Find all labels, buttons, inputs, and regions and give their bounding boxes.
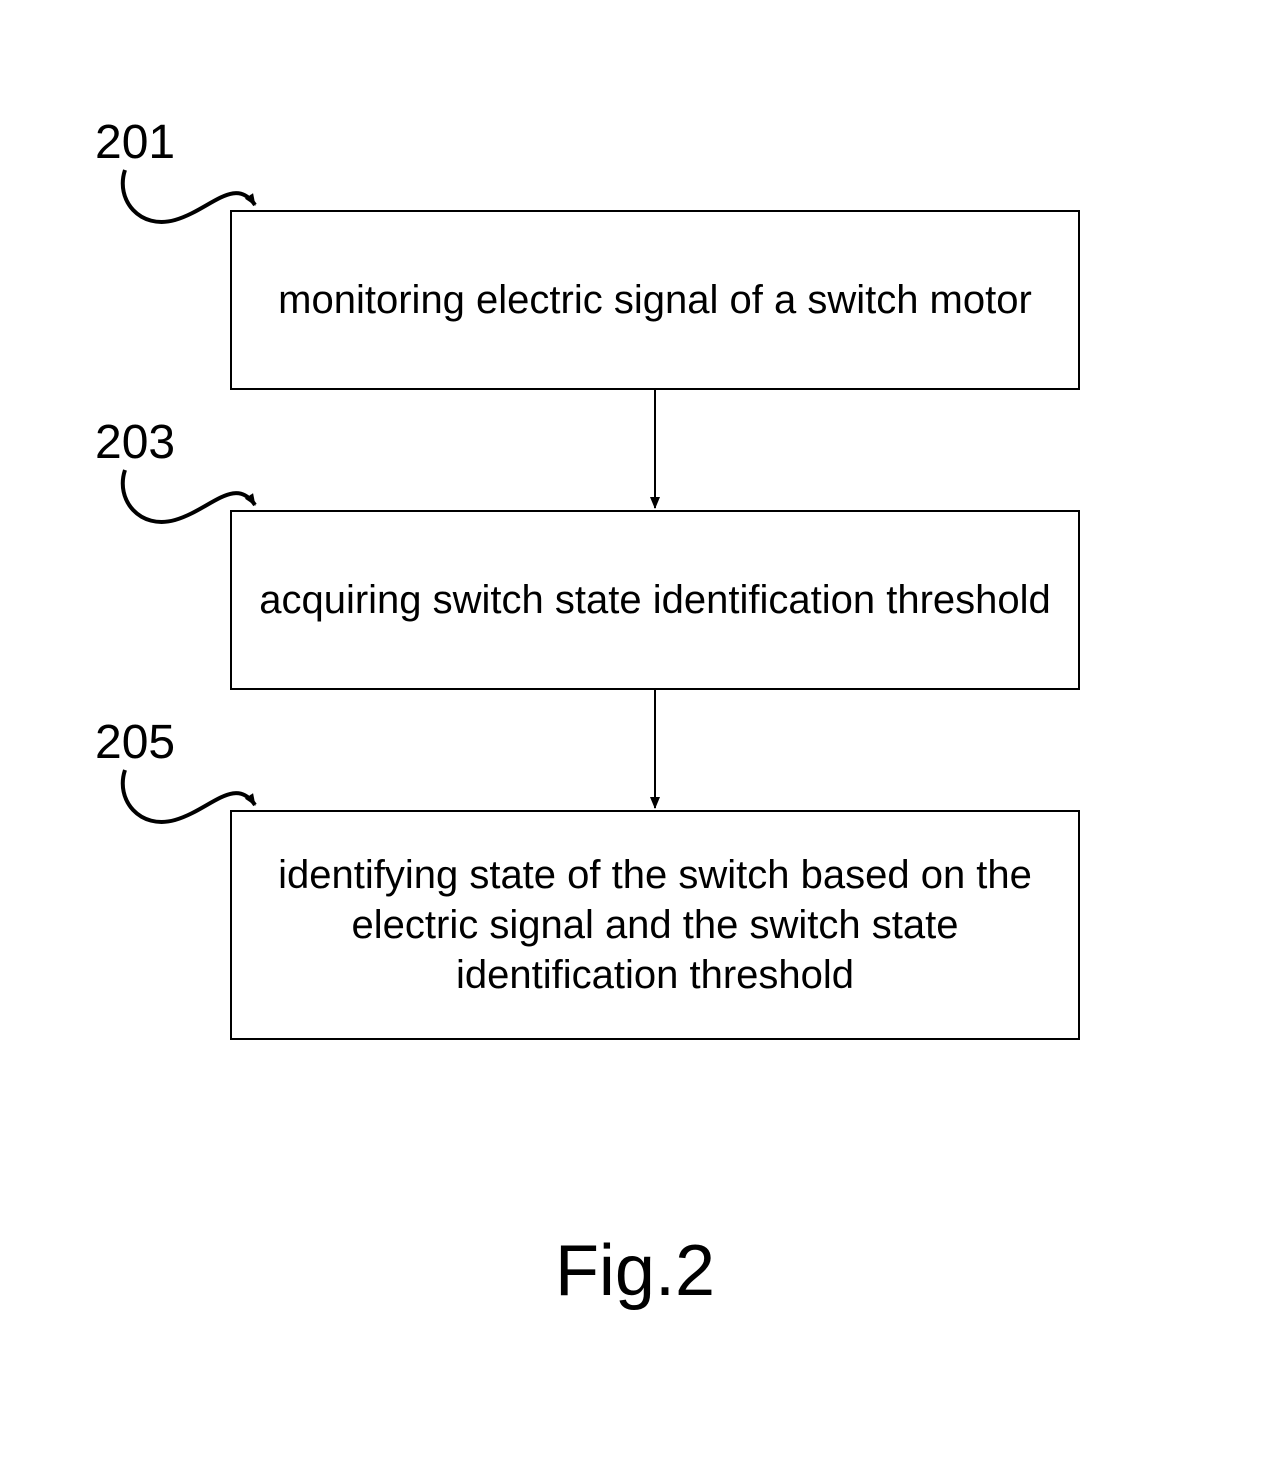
step-label-201: 201 [95,115,175,170]
flow-box-3: identifying state of the switch based on… [230,810,1080,1040]
figure-caption: Fig.2 [0,1230,1270,1312]
figure-caption-text: Fig.2 [555,1231,715,1311]
step-number-text: 201 [95,116,175,169]
step-number-text: 203 [95,416,175,469]
step-number-text: 205 [95,716,175,769]
flowchart-canvas: 201 203 205 monitoring electric signal o… [0,0,1270,1468]
flow-box-2: acquiring switch state identification th… [230,510,1080,690]
flow-box-text: monitoring electric signal of a switch m… [278,275,1032,325]
step-label-205: 205 [95,715,175,770]
step-label-203: 203 [95,415,175,470]
flow-box-text: identifying state of the switch based on… [252,850,1058,1000]
flow-box-1: monitoring electric signal of a switch m… [230,210,1080,390]
flow-box-text: acquiring switch state identification th… [259,575,1051,625]
